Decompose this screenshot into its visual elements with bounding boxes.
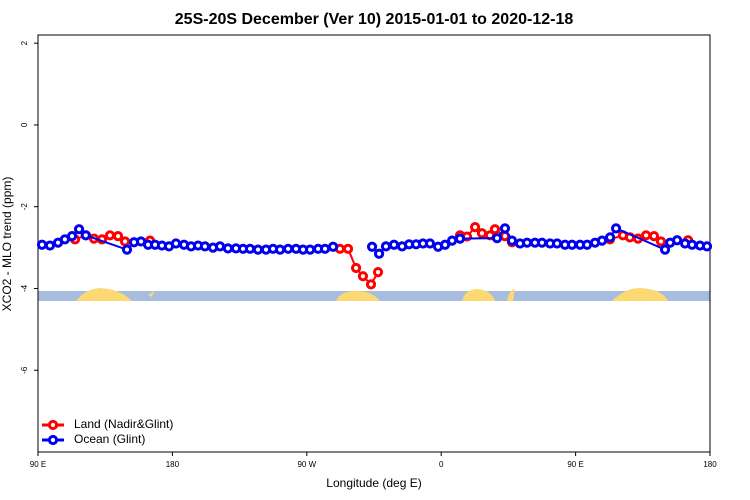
data-point — [596, 235, 608, 246]
data-point — [121, 244, 133, 255]
y-tick-label: -4 — [20, 284, 29, 292]
data-point — [104, 230, 116, 241]
legend-label: Ocean (Glint) — [74, 432, 145, 446]
data-point — [73, 224, 85, 235]
data-point — [222, 243, 234, 254]
data-point — [686, 239, 698, 250]
data-point — [380, 241, 392, 252]
data-point — [350, 262, 362, 274]
x-tick-label: 180 — [703, 460, 717, 469]
data-point — [439, 239, 451, 250]
data-point — [551, 238, 563, 249]
data-point — [319, 243, 331, 254]
data-point — [112, 231, 124, 242]
data-point — [655, 236, 667, 247]
data-point — [469, 222, 481, 233]
data-point — [489, 224, 501, 235]
data-point — [447, 235, 458, 246]
y-tick-label: -6 — [20, 366, 29, 374]
data-point — [244, 243, 256, 254]
data-point — [491, 233, 503, 244]
data-point — [365, 279, 377, 290]
data-point — [327, 241, 339, 252]
data-point — [701, 241, 713, 252]
data-point — [119, 236, 131, 247]
data-point — [366, 241, 378, 252]
data-point — [648, 231, 660, 242]
data-point — [604, 232, 616, 243]
data-point — [581, 239, 593, 250]
data-point — [454, 233, 466, 244]
data-point — [521, 237, 533, 248]
x-tick-label: 90 E — [567, 460, 583, 469]
data-point — [44, 240, 56, 251]
y-tick-label: 2 — [20, 40, 29, 45]
x-tick-label: 90 E — [30, 460, 46, 469]
data-point — [342, 243, 354, 254]
data-point — [610, 223, 622, 234]
y-tick-label: -2 — [20, 203, 29, 211]
data-point — [640, 230, 652, 241]
data-point — [424, 238, 436, 249]
legend-label: Land (Nadir&Glint) — [74, 417, 173, 431]
data-point — [170, 238, 182, 249]
data-point — [372, 267, 384, 278]
chart-title: 25S-20S December (Ver 10) 2015-01-01 to … — [175, 11, 574, 28]
data-point — [373, 248, 385, 259]
data-point — [499, 223, 511, 234]
data-point — [388, 239, 400, 250]
legend-marker — [47, 419, 59, 431]
y-tick-label: 0 — [20, 122, 29, 127]
data-point — [659, 244, 671, 255]
data-point — [536, 237, 548, 248]
y-axis-label: XCO2 - MLO trend (ppm) — [0, 177, 14, 312]
data-point — [283, 243, 294, 254]
data-point — [66, 231, 78, 242]
data-point — [506, 235, 518, 246]
x-axis-label: Longitude (deg E) — [326, 476, 421, 490]
data-point — [214, 241, 226, 252]
data-point — [304, 244, 316, 255]
data-point — [252, 244, 264, 255]
data-point — [672, 235, 683, 246]
x-tick-label: 180 — [166, 460, 180, 469]
legend-marker — [47, 434, 59, 446]
map-strip — [38, 288, 710, 301]
data-point — [80, 230, 91, 241]
data-point — [566, 239, 578, 250]
data-point — [36, 239, 48, 250]
data-point — [357, 271, 369, 282]
x-tick-label: 0 — [439, 460, 444, 469]
x-tick-label: 90 W — [297, 460, 316, 469]
data-point — [274, 244, 286, 255]
data-point — [476, 228, 488, 239]
data-point — [199, 241, 211, 252]
